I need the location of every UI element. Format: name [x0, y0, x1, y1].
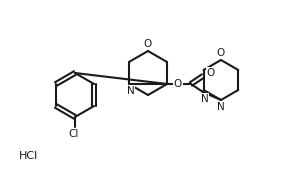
Text: O: O: [217, 48, 225, 58]
Text: O: O: [207, 68, 215, 78]
Text: N: N: [127, 86, 135, 96]
Text: O: O: [144, 39, 152, 49]
Text: Cl: Cl: [69, 129, 79, 139]
Text: N: N: [217, 102, 225, 112]
Text: O: O: [174, 79, 182, 89]
Text: HCl: HCl: [18, 151, 38, 161]
Text: N: N: [201, 94, 209, 104]
